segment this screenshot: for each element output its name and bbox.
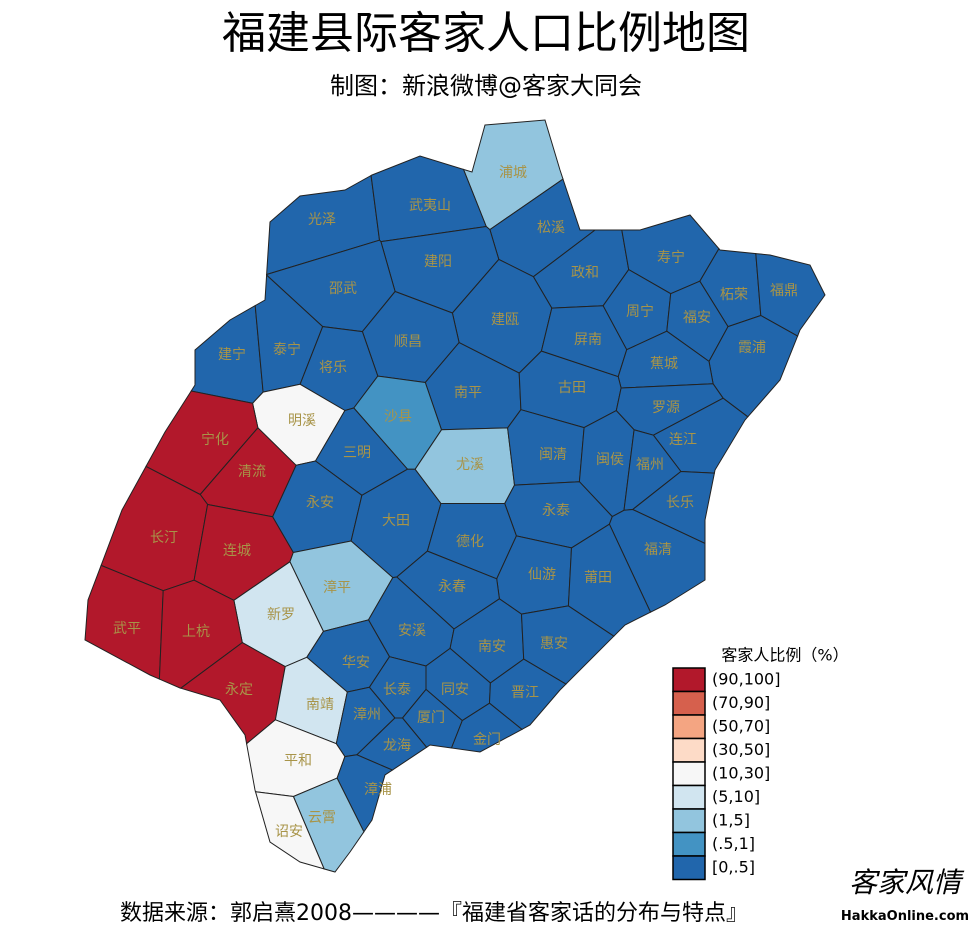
county-label: 华安 [342,655,370,671]
county-label: 霞浦 [738,340,766,356]
county-label: 云霄 [308,810,336,826]
legend-swatch [672,690,706,716]
county-label: 安溪 [398,623,426,639]
source: 数据来源：郭启熹2008————『福建省客家话的分布与特点』 [120,901,748,926]
county-label: 漳浦 [364,781,392,798]
legend-label: (5,10] [712,787,760,806]
legend-swatch [672,667,706,693]
county-label: 莆田 [584,570,612,586]
county-label: 光泽 [308,212,336,228]
county-label: 蕉城 [650,356,678,372]
county-label: 晋江 [511,685,539,701]
county-label: 诏安 [275,824,303,840]
county-label: 武平 [113,621,141,637]
county-label: 寿宁 [657,249,685,266]
county-label: 永安 [306,495,334,511]
subtitle: 制图：新浪微博@客家大同会 [330,72,642,100]
county-label: 长乐 [666,495,694,511]
county-label: 厦门 [417,710,445,726]
county-label: 明溪 [288,413,316,429]
legend-label: (1,5] [712,811,750,830]
county-label: 金门 [473,732,501,748]
legend-swatch [672,808,706,834]
legend-swatch [672,737,706,763]
county-label: 三明 [343,445,371,461]
county-label: 古田 [558,380,586,396]
legend-swatch [672,761,706,787]
legend-swatch [672,831,706,857]
county-label: 罗源 [652,400,680,416]
county-label: 漳平 [323,579,351,596]
title: 福建县际客家人口比例地图 [222,8,750,59]
legend-label: (30,50] [712,740,770,759]
county [356,717,428,771]
county-label: 松溪 [537,220,565,236]
county-label: 清流 [238,464,266,480]
county-label: 福鼎 [770,283,798,299]
county-label: 德化 [456,534,484,550]
county-label: 将乐 [319,360,347,376]
site: HakkaOnline.com [841,909,969,924]
county-label: 长汀 [150,530,178,546]
county-label: 武夷山 [409,198,451,214]
county-label: 建宁 [218,346,246,363]
county-label: 南平 [454,385,482,401]
legend-label: [0,.5] [712,858,755,877]
county-label: 沙县 [384,409,412,425]
county-label: 邵武 [329,281,357,297]
legend: (90,100] (70,90] (50,70] (30,50] (10,30] (5,1… [672,667,780,881]
county-label: 顺昌 [394,334,422,350]
county-label: 南安 [478,639,506,655]
county-label: 南靖 [306,697,334,713]
county-label: 龙海 [383,738,411,754]
county-label: 闽侯 [596,452,624,468]
county-label: 福州 [636,457,664,473]
county-label: 泰宁 [273,341,301,358]
legend-label: (10,30] [712,764,770,783]
county [254,791,325,870]
county-label: 连江 [669,432,697,448]
county-label: 上杭 [182,624,210,640]
county-label: 政和 [571,265,599,281]
county-label: 大田 [382,513,410,529]
county-label: 屏南 [574,332,602,348]
legend-swatch [672,714,706,740]
county-label: 尤溪 [456,457,484,473]
county [450,702,523,753]
county-label: 建瓯 [491,312,519,328]
county-label: 浦城 [499,165,527,181]
county-label: 周宁 [626,303,654,320]
county-label: 仙游 [528,567,556,583]
county-label: 惠安 [540,636,568,652]
county-label: 福清 [644,542,672,558]
county-label: 宁化 [201,431,229,448]
legend-label: (70,90] [712,693,770,712]
county [158,579,243,689]
county-label: 建阳 [424,254,452,270]
legend-swatch [672,784,706,810]
county-label: 长泰 [383,682,411,698]
county-label: 福安 [683,310,711,326]
county-label: 柘荣 [720,287,748,303]
county-label: 闽清 [539,447,567,463]
county-label: 漳州 [353,706,381,723]
legend-label: (90,100] [712,670,780,689]
map [84,119,826,873]
legend-label: (50,70] [712,717,770,736]
legend-swatch [672,855,706,881]
legend-label: (.5,1] [712,834,755,853]
watermark: 客家风情 [849,866,965,899]
county-label: 连城 [223,543,251,559]
county-label: 同安 [441,682,469,698]
county-label: 新罗 [267,607,295,623]
county-label: 永定 [225,682,253,698]
county-label: 永春 [438,579,466,595]
legend-title: 客家人比例（%） [721,646,848,665]
county-label: 永泰 [542,503,570,519]
county-label: 平和 [284,753,312,769]
